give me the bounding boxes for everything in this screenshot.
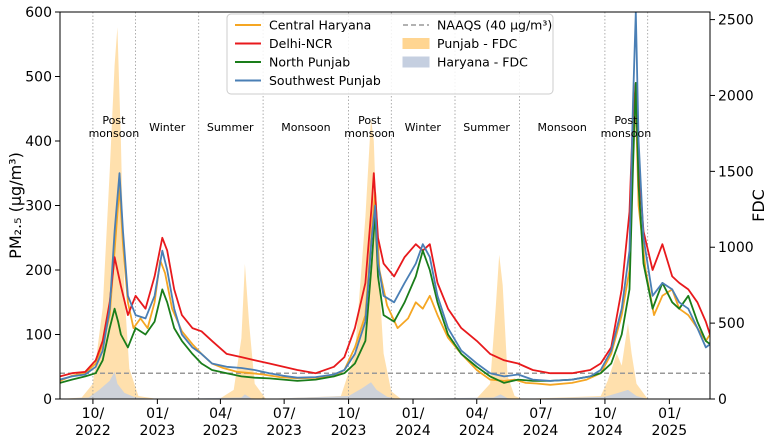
punjab-fdc-legend-swatch — [402, 38, 430, 49]
x-tick-label: 01/2024 — [395, 406, 431, 439]
season-label: Monsoon — [281, 121, 330, 134]
season-label: Summer — [207, 121, 254, 134]
x-tick-label: 04/2023 — [203, 406, 239, 439]
fdc-area-layer — [60, 27, 710, 399]
y-axis-title: PM₂.₅ (µg/m³) — [6, 152, 25, 259]
haryana-fdc-legend-swatch — [402, 56, 430, 68]
y2-tick-label: 500 — [718, 316, 745, 332]
season-label: Post monsoon — [601, 114, 652, 140]
y-tick-label: 0 — [43, 392, 52, 408]
season-label: Summer — [463, 121, 510, 134]
season-label: Post monsoon — [89, 114, 140, 140]
punjab-fdc-area — [60, 27, 710, 399]
north-punjab-legend-label: North Punjab — [269, 55, 350, 70]
x-tick-label: 10/2022 — [75, 406, 111, 439]
y-tick-label: 200 — [25, 263, 52, 279]
season-boundaries-layer — [92, 12, 649, 399]
y-tick-label: 400 — [25, 134, 52, 150]
haryana-fdc-area — [60, 371, 710, 399]
legend-box — [226, 13, 554, 95]
x-tick-label: 01/2023 — [140, 406, 176, 439]
season-label: Monsoon — [538, 121, 587, 134]
southwest-punjab-line — [60, 12, 710, 382]
y-tick-label: 300 — [25, 199, 52, 215]
season-label: Winter — [149, 121, 186, 134]
x-tick-label: 07/2023 — [266, 406, 302, 439]
y2-tick-label: 2500 — [718, 13, 754, 29]
season-labels-layer: Post monsoon Winter Summer Monsoon Post monsoo… — [89, 114, 652, 140]
axes-layer: 0 100 200 300 400 500 600 0 500 1000 1500 2000 2500 1… — [6, 5, 768, 439]
delhi-ncr-legend-label: Delhi-NCR — [269, 36, 333, 51]
legend: Central Haryana Delhi-NCR North Punjab Sout… — [226, 13, 554, 95]
x-tick-label: 10/2023 — [331, 406, 367, 439]
y2-tick-label: 1500 — [718, 164, 754, 180]
x-tick-label: 01/2025 — [652, 406, 688, 439]
central-haryana-legend-label: Central Haryana — [269, 18, 371, 33]
x-tick-label: 10/2024 — [587, 406, 623, 439]
southwest-punjab-legend-label: Southwest Punjab — [269, 73, 381, 88]
y2-tick-label: 0 — [718, 392, 727, 408]
season-label: Winter — [405, 121, 442, 134]
y-tick-label: 600 — [25, 5, 52, 21]
y-tick-label: 500 — [25, 70, 52, 86]
haryana-fdc-legend-label: Haryana - FDC — [437, 55, 528, 70]
pm25-lines-layer — [60, 12, 710, 386]
y-tick-label: 100 — [25, 328, 52, 344]
season-label: Post monsoon — [344, 114, 395, 140]
y2-tick-label: 1000 — [718, 240, 754, 256]
punjab-fdc-legend-label: Punjab - FDC — [437, 36, 518, 51]
x-tick-label: 07/2024 — [523, 406, 559, 439]
north-punjab-line — [60, 82, 710, 384]
x-tick-label: 04/2024 — [459, 406, 495, 439]
naaqs-40-g-m-legend-label: NAAQS (40 µg/m³) — [437, 18, 552, 33]
y2-tick-label: 2000 — [718, 88, 754, 104]
y2-axis-title: FDC — [749, 189, 768, 222]
